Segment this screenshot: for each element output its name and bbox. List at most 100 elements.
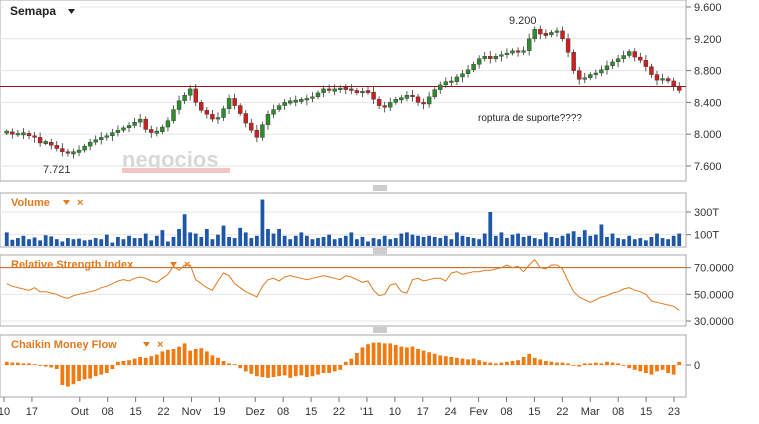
candle-down [576, 70, 582, 80]
cmf-bar [432, 353, 437, 365]
volume-menu-caret-down-icon[interactable] [63, 200, 70, 205]
cmf-bar [616, 363, 620, 365]
cmf-bar [438, 355, 443, 365]
volume-bar [116, 236, 120, 246]
volume-bar [110, 242, 115, 246]
cmf-bar [332, 365, 337, 372]
volume-bar [505, 238, 509, 246]
volume-bar [166, 241, 170, 246]
cmf-bar [304, 365, 309, 377]
volume-bar [538, 239, 543, 246]
candle-up [443, 81, 449, 86]
cmf-bar [288, 365, 293, 378]
volume-bar [43, 235, 48, 246]
cmf-bar [104, 365, 109, 373]
cmf-bar [166, 349, 170, 365]
candle-up [160, 126, 165, 133]
candle-up [599, 69, 604, 74]
volume-bar [382, 235, 387, 246]
cmf-bar [282, 365, 287, 376]
candle-up [182, 95, 187, 102]
x-tick-label: 15 [129, 406, 141, 418]
cmf-bar [121, 361, 126, 365]
candle-up [588, 74, 593, 78]
cmf-menu-caret-down-icon[interactable] [143, 342, 150, 347]
x-tick-label: 10 [389, 406, 401, 418]
candle-up [360, 91, 365, 94]
candle-up [132, 122, 137, 126]
volume-bar [182, 214, 187, 246]
candle-up [15, 133, 21, 136]
cmf-bar [643, 365, 648, 373]
period-selector[interactable]: Semapa [4, 3, 80, 19]
cmf-tick-label: 0 [694, 360, 700, 372]
cmf-bar [671, 365, 676, 375]
cmf-bar [249, 365, 254, 374]
cmf-bar [243, 365, 248, 372]
cmf-bar [632, 365, 637, 370]
candle-up [299, 99, 304, 102]
volume-bar [232, 238, 237, 246]
volume-y-axis: 300T 100T [686, 207, 719, 242]
cmf-bar [621, 365, 626, 366]
volume-bar [632, 239, 637, 246]
volume-bar [171, 236, 176, 246]
volume-panel [0, 192, 687, 248]
caret-down-icon[interactable] [68, 9, 75, 14]
candle-up [454, 76, 460, 82]
price-y-axis: 9.600 9.200 8.800 8.400 8.000 7.600 [686, 2, 722, 173]
candle-up [460, 73, 465, 78]
volume-bar [10, 239, 15, 246]
candle-down [560, 30, 565, 40]
candle-up [104, 135, 110, 138]
cmf-bar [460, 358, 465, 365]
cmf-bar [516, 360, 520, 365]
candle-down [632, 51, 637, 58]
x-tick-label: 15 [305, 406, 317, 418]
volume-bar [482, 233, 487, 246]
period-label[interactable]: Semapa [10, 4, 56, 18]
candle-down [193, 88, 198, 103]
cmf-bars [4, 342, 682, 387]
x-tick-label: Out [71, 406, 89, 418]
rsi-menu-caret-down-icon[interactable] [170, 262, 177, 267]
volume-close-icon[interactable]: × [77, 197, 83, 209]
volume-bar [488, 212, 493, 246]
cmf-bar [210, 355, 215, 365]
candle-up [171, 109, 176, 121]
cmf-bar [349, 358, 354, 365]
x-tick-label: 08 [612, 406, 624, 418]
volume-bar [238, 227, 243, 246]
x-tick-label: 19 [213, 406, 225, 418]
cmf-bar [538, 359, 543, 365]
cmf-bar [488, 362, 493, 365]
volume-bar [60, 241, 65, 246]
cmf-bar [338, 365, 343, 370]
candle-up [293, 99, 298, 103]
volume-bar [349, 232, 354, 246]
volume-bar [88, 239, 93, 246]
candle-up [399, 97, 404, 101]
cmf-bar [254, 365, 259, 377]
period-selector-bg[interactable] [4, 3, 80, 19]
rsi-close-icon[interactable]: × [184, 259, 190, 271]
rsi-title: Relative Strength Index [11, 259, 134, 271]
panel-splitter[interactable] [373, 327, 387, 333]
cmf-bar [16, 362, 20, 365]
candle-up [593, 72, 599, 75]
cmf-bar [71, 365, 76, 385]
cmf-bar [549, 361, 554, 365]
candle-up [338, 87, 343, 90]
x-tick-label: 08 [277, 406, 289, 418]
x-tick-label: '11 [360, 406, 374, 418]
volume-bar [293, 235, 298, 246]
volume-tick-label: 100T [694, 230, 719, 242]
cmf-bar [227, 363, 231, 365]
cmf-close-icon[interactable]: × [157, 339, 163, 351]
panel-splitter[interactable] [373, 185, 387, 191]
candle-up [187, 88, 193, 96]
cmf-bar [660, 365, 665, 370]
volume-bar [677, 233, 682, 246]
panel-splitter[interactable] [373, 248, 387, 254]
volume-bar [316, 238, 320, 246]
